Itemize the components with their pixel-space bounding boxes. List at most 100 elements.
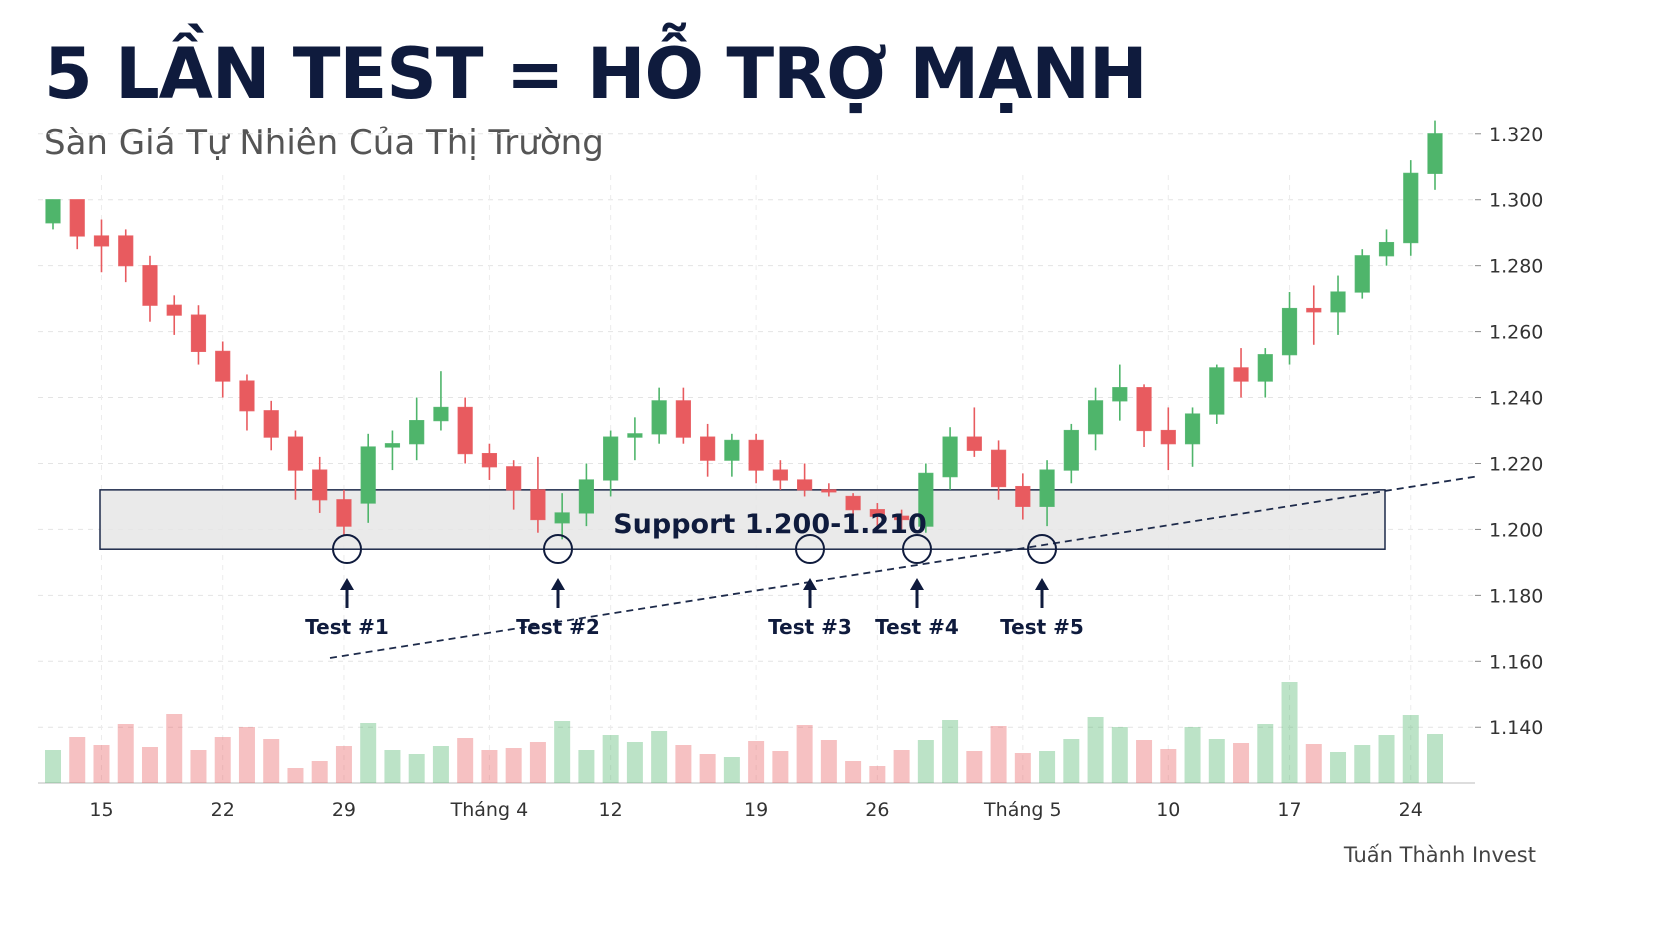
volume-bar <box>311 761 328 783</box>
candle-body <box>118 235 134 267</box>
candle-body <box>1233 367 1249 382</box>
y-tick-label: 1.320 <box>1489 124 1543 146</box>
candle-body <box>1039 469 1055 507</box>
candle-body <box>724 439 740 461</box>
volume-bar <box>166 714 183 783</box>
candle-body <box>263 410 279 438</box>
support-zone <box>99 489 1386 550</box>
watermark: Tuấn Thành Invest <box>1343 843 1536 867</box>
volume-bar <box>1087 717 1104 783</box>
candle-body <box>1330 291 1346 313</box>
volume-bar <box>1330 752 1347 783</box>
candle-body <box>966 436 982 451</box>
test-arrowhead <box>340 578 354 590</box>
test-label: Test #1 <box>305 615 389 639</box>
test-arrowhead <box>1035 578 1049 590</box>
volume-bar <box>675 745 692 783</box>
candle-body <box>45 199 61 224</box>
volume-bar <box>335 746 352 783</box>
candle-body <box>578 479 595 514</box>
candle-body <box>1257 354 1273 382</box>
volume-bar <box>529 742 546 783</box>
y-tick-label: 1.240 <box>1489 388 1543 410</box>
volume-bar <box>990 726 1007 783</box>
candle-body <box>554 512 570 524</box>
candle-body <box>530 489 546 521</box>
volume-bar <box>1184 727 1201 783</box>
candle-body <box>1087 400 1104 435</box>
candle-body <box>990 449 1007 488</box>
volume-bar <box>1427 734 1443 783</box>
volume-bar <box>408 754 425 783</box>
volume-bar <box>69 737 86 783</box>
volume-bar <box>869 766 886 783</box>
candle-body <box>675 400 691 438</box>
candle-body <box>651 400 667 435</box>
candle-body <box>821 489 837 493</box>
test-circle <box>332 534 362 564</box>
x-tick-label: 17 <box>1277 799 1301 821</box>
x-tick-label: 26 <box>865 799 889 821</box>
candle-body <box>336 499 352 527</box>
volume-bar <box>1014 753 1031 783</box>
volume-bar <box>1378 735 1395 783</box>
volume-bar <box>1354 745 1371 783</box>
volume-bar <box>1233 743 1250 783</box>
candle-body <box>700 436 716 461</box>
volume-bar <box>1136 740 1153 783</box>
volume-bar <box>287 768 304 783</box>
volume-bar <box>1402 715 1419 783</box>
test-arrowhead <box>803 578 817 590</box>
candle-body <box>1136 387 1152 432</box>
candle-body <box>506 466 522 491</box>
y-tick-label: 1.260 <box>1489 322 1543 344</box>
candle-body <box>869 509 885 517</box>
chart-subtitle: Sàn Giá Tự Nhiên Của Thị Trường <box>44 123 604 163</box>
volume-bar <box>602 735 619 783</box>
volume-bar <box>917 740 934 783</box>
trendline <box>329 475 1476 659</box>
y-tick-label: 1.220 <box>1489 453 1543 475</box>
test-arrowhead <box>551 578 565 590</box>
candle-body <box>93 235 110 247</box>
test-arrowhead <box>910 578 924 590</box>
candle-body <box>69 199 85 237</box>
candle-body <box>942 436 958 478</box>
candle-body <box>360 446 376 504</box>
volume-bar <box>432 746 449 783</box>
support-label: Support 1.200-1.210 <box>613 509 927 540</box>
candle-body <box>1403 172 1419 244</box>
test-circle <box>1027 534 1057 564</box>
candle-body <box>1015 485 1031 507</box>
candle-body <box>1184 413 1201 445</box>
x-tick-label: 10 <box>1156 799 1180 821</box>
candle-body <box>409 420 425 445</box>
test-circle <box>902 534 932 564</box>
candle-body <box>1160 429 1176 445</box>
volume-bar <box>117 724 134 783</box>
volume-bar <box>1160 749 1177 783</box>
volume-bar <box>1281 682 1298 783</box>
test-circle <box>795 534 825 564</box>
candle-body <box>166 304 182 316</box>
volume-bar <box>942 720 959 783</box>
candle-body <box>1354 255 1370 293</box>
candle-body <box>772 469 788 481</box>
candle-body <box>797 479 813 491</box>
candle-body <box>142 265 158 306</box>
volume-bar <box>893 750 910 783</box>
test-label: Test #5 <box>1000 615 1084 639</box>
candle-body <box>312 469 328 501</box>
y-tick-label: 1.300 <box>1489 190 1543 212</box>
x-tick-label: 22 <box>211 799 235 821</box>
y-tick-label: 1.140 <box>1489 717 1543 739</box>
volume-bar <box>578 750 595 783</box>
volume-bar <box>699 754 716 783</box>
volume-bar <box>360 723 377 783</box>
volume-bar <box>651 731 668 783</box>
volume-bar <box>384 750 401 783</box>
candle-body <box>287 436 304 471</box>
candle-body <box>457 406 473 455</box>
candle-body <box>748 439 764 471</box>
